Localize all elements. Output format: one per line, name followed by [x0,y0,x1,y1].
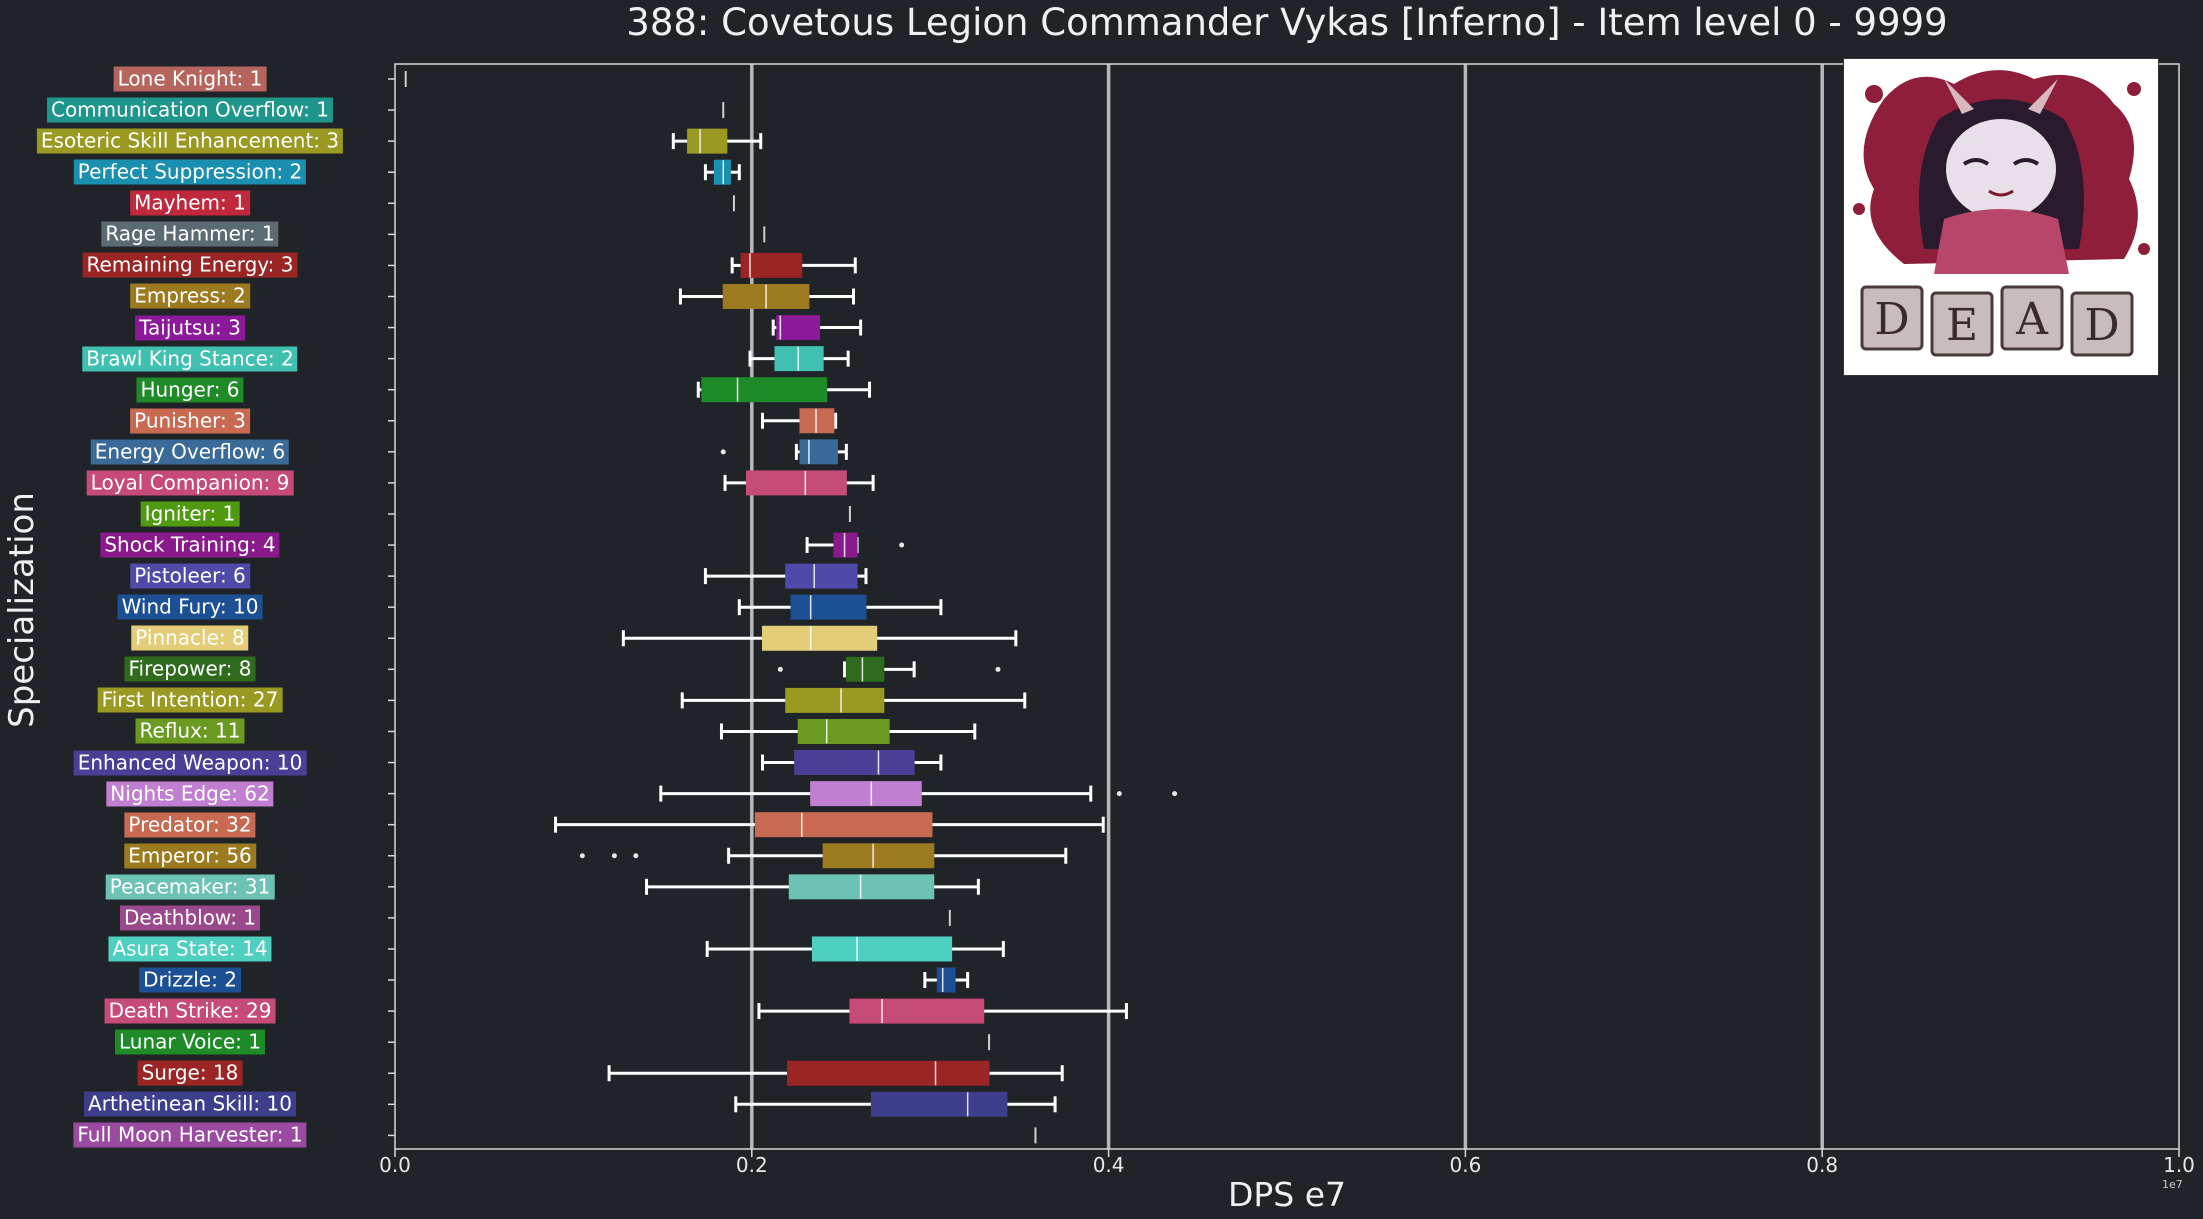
iqr-box [788,874,935,900]
specialization-label: Lunar Voice: 1 [114,1029,266,1055]
outlier-point [995,666,1001,672]
outlier-point [633,853,639,859]
iqr-box [701,377,828,403]
specialization-label: Pistoleer: 6 [130,563,250,589]
specialization-label: Communication Overflow: 1 [46,97,334,123]
specialization-label: Enhanced Weapon: 10 [73,750,307,776]
iqr-box [786,1060,990,1086]
specialization-label: Brawl King Stance: 2 [82,346,298,372]
specialization-label: Deathblow: 1 [119,905,261,931]
specialization-label: Hunger: 6 [136,377,244,403]
specialization-label: Death Strike: 29 [104,998,276,1024]
iqr-box [776,315,821,341]
specialization-label: Firepower: 8 [124,656,256,682]
outlier-point [1116,791,1122,797]
iqr-box [794,750,915,776]
specialization-label: Arthetinean Skill: 10 [84,1091,296,1117]
outlier-point [720,449,726,455]
specialization-label: Full Moon Harvester: 1 [73,1122,307,1148]
iqr-box [936,967,956,993]
iqr-box [762,625,878,651]
iqr-box [774,346,824,372]
specialization-label: Remaining Energy: 3 [82,252,298,278]
iqr-box [790,594,867,620]
iqr-box [849,998,985,1024]
specialization-label: Drizzle: 2 [139,967,241,993]
chart-title: 388: Covetous Legion Commander Vykas [In… [626,1,1948,44]
specialization-label: Pinnacle: 8 [131,625,249,651]
x-axis-label: DPS e7 [1227,1175,1347,1214]
iqr-box [811,936,953,962]
specialization-label: Peacemaker: 31 [105,874,275,900]
outlier-point [579,853,585,859]
iqr-box [822,843,935,869]
specialization-label: Empress: 2 [130,283,250,309]
specialization-label: Wind Fury: 10 [117,594,263,620]
specialization-label: Mayhem: 1 [130,190,250,216]
specialization-label: Loyal Companion: 9 [86,470,294,496]
specialization-label: Taijutsu: 3 [135,315,245,341]
iqr-box [810,781,922,807]
specialization-label: Predator: 32 [124,812,256,838]
iqr-box [785,563,858,589]
outlier-point [611,853,617,859]
iqr-box [799,408,835,434]
outlier-point [899,542,905,548]
iqr-box [785,687,885,713]
iqr-box [833,532,858,558]
iqr-box [713,159,731,185]
outlier-point [1172,791,1178,797]
specialization-label: Reflux: 11 [135,718,245,744]
specialization-label: Energy Overflow: 6 [90,439,290,465]
iqr-box [845,656,885,682]
specialization-label: Shock Training: 4 [100,532,280,558]
specialization-label: Emperor: 56 [124,843,256,869]
specialization-label: Asura State: 14 [108,936,272,962]
iqr-box [754,812,933,838]
iqr-box [870,1091,1008,1117]
dead-letter-4: D [2084,300,2119,351]
dead-letter-2: E [1946,300,1978,351]
specialization-label: Lone Knight: 1 [113,66,267,92]
dead-letter-3: A [2015,294,2049,345]
iqr-box [745,470,847,496]
iqr-box [740,252,803,278]
iqr-box [687,128,728,154]
specialization-label: First Intention: 27 [97,687,283,713]
specialization-label: Esoteric Skill Enhancement: 3 [36,128,344,154]
specialization-label: Rage Hammer: 1 [101,221,279,247]
specialization-label: Igniter: 1 [140,501,240,527]
specialization-label: Nights Edge: 62 [106,781,274,807]
dead-letter-1: D [1874,294,1909,345]
x-axis-offset-label: 1e7 [2162,1178,2183,1191]
specialization-label: Perfect Suppression: 2 [73,159,307,185]
iqr-box [797,718,890,744]
dead-character-image: D E A D [1843,58,2159,376]
specialization-label: Surge: 18 [137,1060,243,1086]
specialization-label: Punisher: 3 [130,408,250,434]
iqr-box [799,439,838,465]
outlier-point [777,666,783,672]
